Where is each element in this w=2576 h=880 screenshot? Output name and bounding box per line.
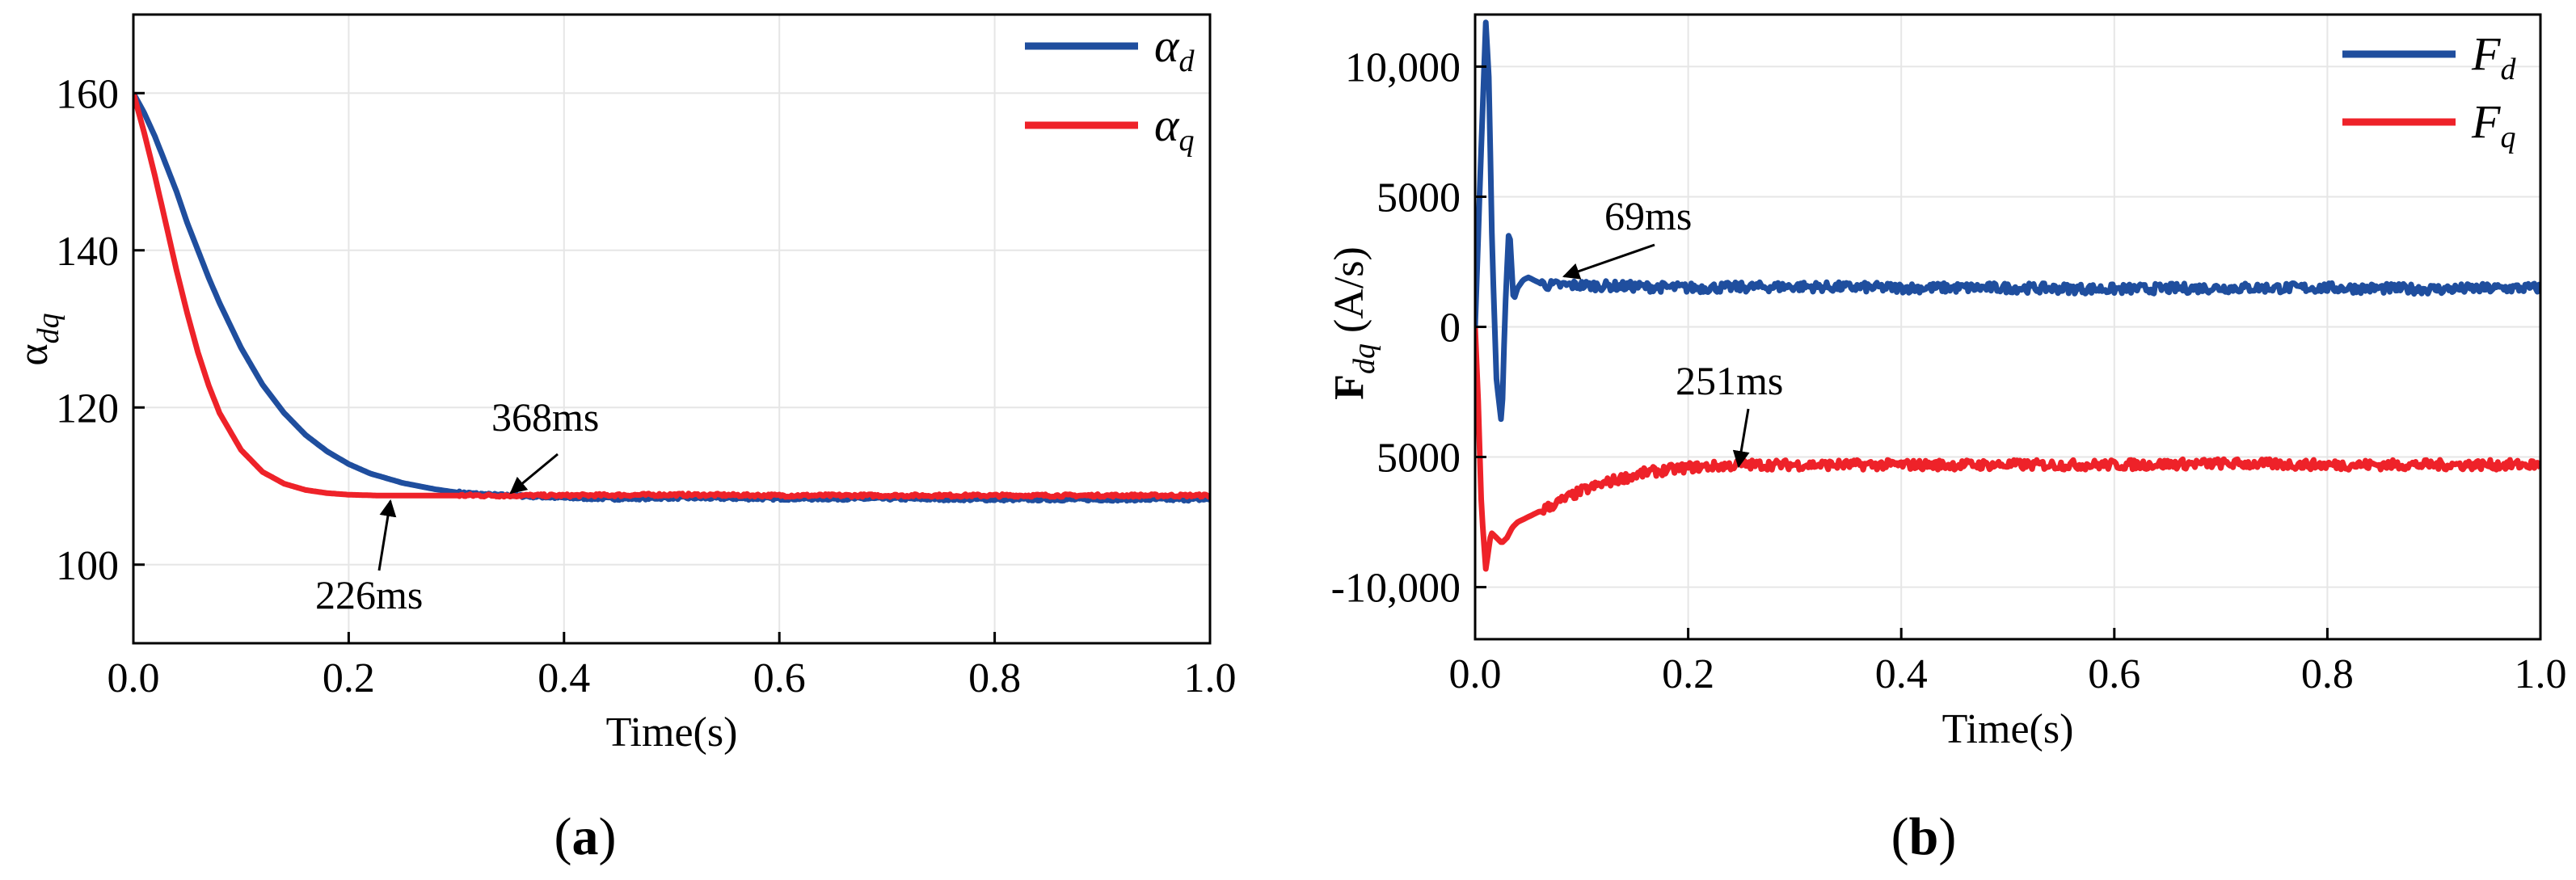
y-tick-label: 10,000	[1345, 44, 1461, 91]
x-tick-label: 0.8	[2301, 651, 2354, 697]
chart-b-ylabel-unit: (A/s)	[1326, 246, 1372, 343]
annotation-368ms-arrow	[509, 453, 559, 495]
y-tick-label: 160	[56, 71, 119, 117]
chart-b-series	[1475, 19, 2540, 572]
chart-a-ticks: 0.0 0.2 0.4 0.6 0.8 1.0 100 120 140 160	[56, 71, 1237, 701]
x-tick-label: 0.6	[2088, 651, 2140, 697]
chart-a-ylabel-main: α	[11, 343, 57, 365]
legend-label-f-q: Fq	[2471, 95, 2515, 154]
y-tick-label: 140	[56, 229, 119, 275]
x-tick-label: 0.2	[1662, 651, 1714, 697]
chart-b-legend: Fd Fq	[2342, 27, 2516, 154]
chart-a-grid	[133, 15, 1210, 643]
series-line-q	[133, 92, 1210, 500]
x-tick-label: 0.0	[108, 655, 160, 701]
y-tick-label: 120	[56, 385, 119, 432]
annotation-69ms: 69ms	[1604, 193, 1692, 238]
chart-b-ylabel-sub: dq	[1347, 343, 1381, 374]
svg-text:αdq: αdq	[11, 313, 65, 365]
chart-a-frame	[132, 13, 1212, 645]
chart-a-series	[133, 91, 1210, 504]
annotation-368ms: 368ms	[491, 394, 599, 440]
chart-a-ylabel: αdq	[11, 313, 65, 365]
annotation-251ms: 251ms	[1676, 358, 1783, 403]
chart-a: 0.0 0.2 0.4 0.6 0.8 1.0 100 120 140 160 Time(s) α…	[11, 13, 1237, 866]
annotation-226ms: 226ms	[315, 572, 423, 617]
annotation-251ms-arrow	[1732, 408, 1750, 469]
series-line-q	[1475, 326, 2540, 572]
chart-a-legend: αd αq	[1025, 19, 1195, 158]
panel-label-a: (a)	[554, 807, 617, 866]
annotation-226ms-arrow	[377, 499, 397, 571]
panel-label-b: (b)	[1891, 807, 1957, 866]
x-tick-label: 1.0	[1184, 655, 1237, 701]
x-tick-label: 0.4	[538, 655, 590, 701]
annotation-69ms-arrow	[1562, 243, 1655, 280]
y-tick-label: 5000	[1377, 436, 1461, 482]
x-tick-label: 0.0	[1449, 651, 1502, 697]
svg-text:Fdq (A/s): Fdq (A/s)	[1326, 246, 1381, 400]
chart-a-xlabel: Time(s)	[606, 709, 738, 756]
chart-b: 0.0 0.2 0.4 0.6 0.8 1.0 -10,000 5000 0 5000 10,000…	[1326, 13, 2567, 866]
y-tick-label: -10,000	[1331, 566, 1461, 612]
x-tick-label: 0.8	[968, 655, 1021, 701]
x-tick-label: 0.6	[753, 655, 806, 701]
legend-label-alpha-q: αq	[1154, 99, 1194, 158]
series-line-d	[1475, 19, 2540, 423]
chart-b-grid	[1475, 15, 2540, 639]
chart-b-ticks: 0.0 0.2 0.4 0.6 0.8 1.0 -10,000 5000 0 5000 10,000	[1331, 44, 2567, 697]
x-tick-label: 0.4	[1875, 651, 1928, 697]
chart-b-ylabel-main: F	[1326, 374, 1372, 400]
legend-label-f-d: Fd	[2471, 27, 2516, 86]
chart-a-ylabel-sub: dq	[32, 313, 65, 343]
x-tick-label: 1.0	[2515, 651, 2567, 697]
y-tick-label: 5000	[1377, 175, 1461, 221]
x-tick-label: 0.2	[323, 655, 375, 701]
y-tick-label: 0	[1440, 305, 1461, 352]
series-line-d	[133, 91, 1210, 504]
chart-b-xlabel: Time(s)	[1942, 706, 2074, 752]
y-tick-label: 100	[56, 543, 119, 589]
legend-label-alpha-d: αd	[1154, 19, 1195, 78]
chart-b-ylabel: Fdq (A/s)	[1326, 246, 1381, 400]
